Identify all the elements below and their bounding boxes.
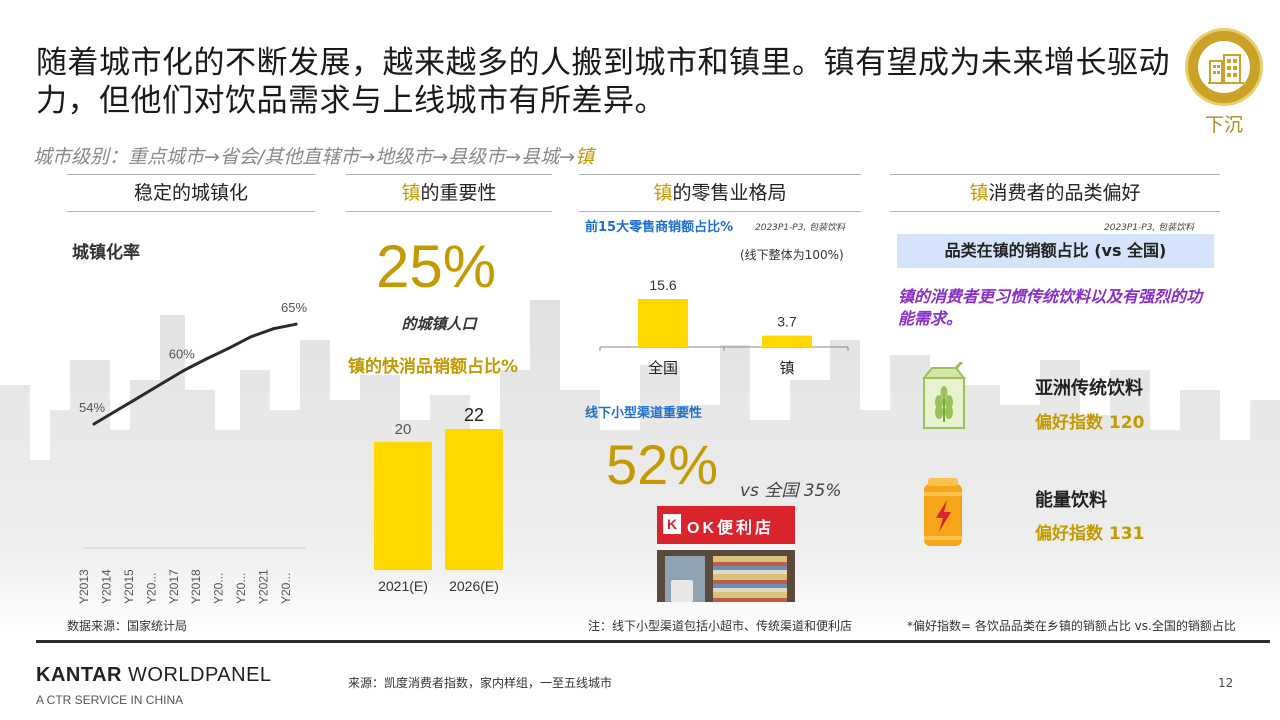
small-channel-vs-national: vs 全国 35% (740, 481, 842, 501)
preference-box-title: 品类在镇的销额占比 (vs 全国) (897, 234, 1214, 268)
urbanization-chart-title: 城镇化率 (72, 243, 140, 263)
urbanization-data-label: 54% (79, 400, 105, 415)
column-title: 消费者的品类偏好 (988, 182, 1141, 204)
urbanization-data-label: 65% (281, 300, 307, 315)
city-skyline-background (0, 300, 1280, 630)
town-population-share: 25% (375, 233, 497, 300)
fmcg-category-label: 2021(E) (378, 578, 428, 594)
column-header-retail: 镇的零售业格局 (579, 174, 861, 212)
urbanization-point (92, 422, 96, 426)
urbanization-x-tick: Y20... (234, 573, 248, 604)
urbanization-x-tick: Y2013 (77, 569, 91, 604)
town-population-caption: 的城镇人口 (401, 315, 477, 333)
kantar-worldpanel-logo: KANTAR WORLDPANEL (36, 664, 272, 687)
top15-retailers-label: 前15大零售商销额占比% (585, 220, 734, 235)
fmcg-data-label: 20 (395, 421, 412, 438)
urbanization-point (114, 409, 118, 413)
column-title-highlight: 镇 (969, 182, 989, 204)
urbanization-x-tick: Y2017 (167, 569, 181, 604)
urbanization-point (294, 322, 298, 326)
small-channel-note: 注：线下小型渠道包括小超市、传统渠道和便利店 (588, 619, 853, 633)
brand-rest: WORLDPANEL (121, 664, 272, 686)
urbanization-point (159, 382, 163, 386)
store-sign-text: OK便利店 (687, 520, 775, 537)
retail-data-label: 3.7 (777, 314, 797, 330)
city-levels: 城市级别：重点城市→省会/其他直辖市→地级市→县级市→县城→镇 (33, 142, 594, 169)
urbanization-x-tick: Y2014 (99, 569, 113, 604)
section-badge (1185, 28, 1263, 106)
energy-drink-can-icon (924, 478, 962, 546)
preference-item-name: 能量饮料 (1035, 490, 1107, 511)
slide-title: 随着城市化的不断发展，越来越多的人搬到城市和镇里。镇有望成为未来增长驱动力，但他… (36, 45, 1170, 119)
urbanization-x-tick: Y2021 (257, 569, 271, 604)
column-title: 的零售业格局 (672, 182, 787, 204)
urbanization-point (182, 369, 186, 373)
fmcg-share-label: 镇的快消品销额占比% (348, 357, 519, 377)
column-header-urbanization: 稳定的城镇化 (67, 174, 315, 212)
preference-index-note: *偏好指数= 各饮品品类在乡镇的销额占比 vs.全国的销额占比 (907, 619, 1236, 633)
fmcg-data-label: 22 (464, 405, 484, 425)
fmcg-share-bar-chart: 20 2021(E) 22 2026(E) (374, 405, 503, 594)
retail-category-label: 全国 (648, 359, 678, 377)
urbanization-point (249, 335, 253, 339)
badge-label: 下沉 (1204, 114, 1243, 136)
urbanization-x-tick: Y20... (279, 573, 293, 604)
fmcg-bar (445, 429, 503, 570)
column-header-importance: 镇的重要性 (346, 174, 552, 212)
urbanization-x-tick: Y20... (144, 573, 158, 604)
urbanization-point (227, 346, 231, 350)
column-title-highlight: 镇 (401, 182, 421, 204)
brand-subtitle: A CTR SERVICE IN CHINA (36, 693, 184, 707)
urbanization-point (137, 395, 141, 399)
urbanization-data-label: 60% (169, 347, 195, 362)
brand-bold: KANTAR (36, 664, 122, 686)
urbanization-point (272, 327, 276, 331)
preference-period: 2023P1-P3, 包装饮料 (1104, 223, 1195, 233)
top15-subtitle: (线下整体为100%) (740, 248, 844, 262)
fmcg-bar (374, 441, 432, 570)
footer-divider (36, 640, 1270, 643)
preference-insight: 镇的消费者更习惯传统饮料以及有强烈的功能需求。 (898, 287, 1203, 328)
top15-period: 2023P1-P3, 包装饮料 (755, 223, 846, 233)
urbanization-point (204, 357, 208, 361)
preference-item-name: 亚洲传统饮料 (1035, 378, 1143, 399)
preference-item-index: 偏好指数 131 (1035, 524, 1145, 544)
convenience-store-photo: K OK便利店 (657, 506, 795, 602)
grain-drink-carton-icon (921, 362, 967, 429)
retail-category-label: 镇 (779, 359, 794, 377)
preference-item-index: 偏好指数 120 (1035, 413, 1145, 433)
retail-data-label: 15.6 (649, 277, 676, 293)
column-title: 稳定的城镇化 (133, 182, 248, 204)
data-source: 来源：凯度消费者指数，家内样组，一至五线城市 (348, 676, 613, 690)
store-shelves (713, 556, 787, 602)
page-number: 12 (1218, 676, 1234, 690)
store-signboard: K OK便利店 (657, 506, 795, 544)
column-title-highlight: 镇 (653, 182, 673, 204)
city-levels-text: 城市级别：重点城市→省会/其他直辖市→地级市→县级市→县城→ (33, 146, 576, 168)
top15-retailers-bar-chart: 15.6 全国 3.7 镇 (599, 277, 849, 377)
retail-bar (762, 335, 812, 347)
urbanization-x-tick: Y2015 (122, 569, 136, 604)
urbanization-x-tick: Y20... (212, 573, 226, 604)
urbanization-line (92, 322, 298, 426)
column-header-preference: 镇消费者的品类偏好 (890, 174, 1220, 212)
retail-bar (638, 299, 688, 347)
urbanization-line-chart: 54% 60% 65% Y2013 Y2014 Y2015 Y20... Y2017 Y2018… (77, 300, 307, 604)
urbanization-x-tick: Y2018 (189, 569, 203, 604)
city-levels-highlight: 镇 (575, 146, 595, 168)
column-title: 的重要性 (420, 182, 497, 204)
urbanization-source: 数据来源：国家统计局 (67, 619, 188, 633)
small-channel-label: 线下小型渠道重要性 (585, 406, 703, 421)
store-logo: K (663, 514, 681, 534)
town-buildings-icon (1196, 39, 1252, 95)
fmcg-category-label: 2026(E) (449, 578, 499, 594)
small-channel-share: 52% (606, 433, 719, 496)
